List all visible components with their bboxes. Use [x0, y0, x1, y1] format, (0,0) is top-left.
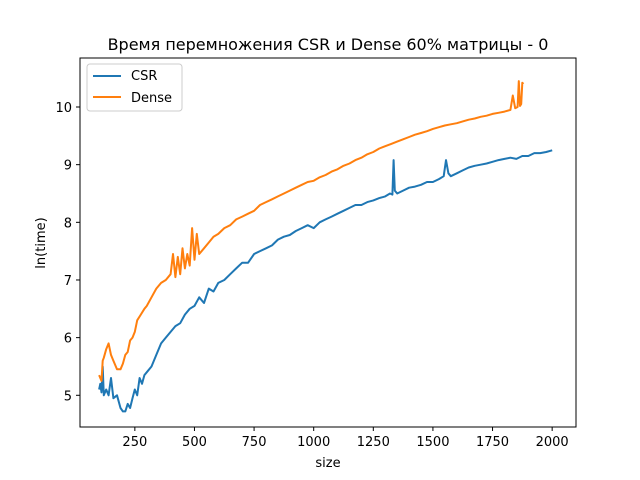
x-tick-label: 1250 — [357, 435, 390, 450]
y-tick-label: 5 — [64, 389, 72, 404]
y-tick-label: 10 — [55, 101, 72, 116]
x-tick-label: 2000 — [536, 435, 569, 450]
series-layer — [98, 80, 553, 413]
plot-area — [80, 58, 576, 427]
legend-label-csr: CSR — [131, 69, 157, 84]
series-line-dense — [98, 80, 525, 382]
y-tick-label: 9 — [64, 159, 72, 174]
x-tick-label: 1750 — [476, 435, 509, 450]
x-tick-label: 1000 — [297, 435, 330, 450]
x-tick-label: 1500 — [416, 435, 449, 450]
chart-title: Время перемножения CSR и Dense 60% матри… — [108, 35, 549, 54]
legend: CSR Dense — [86, 63, 183, 112]
x-tick-label: 500 — [182, 435, 207, 450]
y-tick-label: 7 — [64, 274, 72, 289]
series-line-csr — [98, 149, 553, 413]
legend-label-dense: Dense — [131, 91, 172, 106]
y-tick-label: 8 — [64, 216, 72, 231]
x-tick-label: 250 — [122, 435, 147, 450]
x-axis-label: size — [315, 456, 340, 471]
y-tick-label: 6 — [64, 332, 72, 347]
plot-frame — [79, 57, 577, 428]
y-axis: 5 6 7 8 9 10 — [55, 101, 80, 404]
x-axis: 250 500 750 1000 1250 1500 1750 2000 — [122, 427, 569, 450]
y-axis-label: ln(time) — [34, 217, 49, 268]
x-tick-label: 750 — [242, 435, 267, 450]
